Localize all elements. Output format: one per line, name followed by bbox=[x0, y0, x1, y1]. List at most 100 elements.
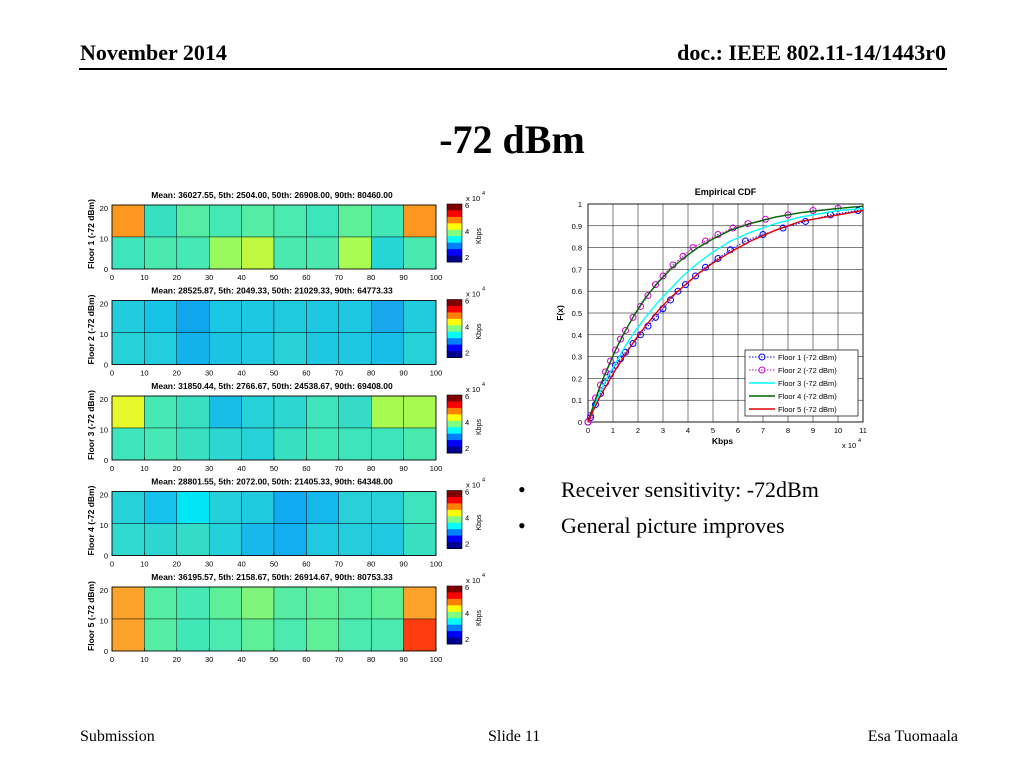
x-tick-label: 60 bbox=[302, 560, 310, 569]
y-tick-label: 20 bbox=[100, 395, 108, 404]
footer-slide-number: Slide 11 bbox=[488, 728, 541, 745]
x-tick-label: 70 bbox=[335, 369, 343, 378]
heatmap-cell bbox=[241, 586, 275, 620]
heatmap-cell bbox=[403, 395, 437, 429]
colorbar-frame bbox=[446, 585, 463, 645]
heatmap-cell bbox=[208, 395, 242, 429]
colorbar-band bbox=[447, 318, 462, 326]
colorbar-band bbox=[447, 204, 462, 211]
heatmap-cell bbox=[241, 395, 275, 429]
colorbar-band bbox=[447, 542, 462, 549]
colorbar-unit: Kbps bbox=[476, 610, 483, 626]
x-tick-label: 40 bbox=[237, 655, 245, 664]
heatmap-cell bbox=[371, 332, 404, 365]
data-point bbox=[702, 263, 709, 271]
heatmap-cell bbox=[338, 491, 372, 524]
y-tick-label: 1 bbox=[578, 200, 582, 209]
colorbar-band bbox=[447, 401, 462, 409]
y-tick-label: 10 bbox=[100, 521, 108, 530]
x-tick-label: 10 bbox=[140, 655, 148, 664]
colorbar-frame bbox=[446, 299, 463, 358]
y-tick-label: 0.3 bbox=[572, 353, 582, 362]
chart-title: Empirical CDF bbox=[695, 187, 757, 197]
colorbar-tick: 4 bbox=[465, 609, 469, 618]
y-tick-label: 10 bbox=[100, 330, 108, 339]
heatmap-cell bbox=[111, 236, 145, 270]
colorbar-tick: 4 bbox=[465, 323, 469, 332]
colorbar-frame bbox=[446, 394, 463, 454]
bullet-dot: • bbox=[518, 477, 526, 502]
x-tick-label: 6 bbox=[736, 426, 740, 435]
x-tick-label: 30 bbox=[205, 369, 213, 378]
colorbar-exponent-power: 4 bbox=[482, 573, 485, 579]
y-tick-label: 0.9 bbox=[572, 222, 582, 231]
heatmap-cell bbox=[144, 332, 177, 365]
x-tick-label: 0 bbox=[110, 273, 114, 282]
heatmap-panel: Mean: 28525.87, 5th: 2049.33, 50th: 2102… bbox=[86, 286, 485, 378]
x-tick-label: 40 bbox=[237, 560, 245, 569]
x-tick-label: 50 bbox=[270, 464, 278, 473]
heatmap-cell bbox=[241, 300, 275, 333]
x-tick-label: 10 bbox=[140, 273, 148, 282]
series-line bbox=[587, 205, 864, 423]
heatmap-cell bbox=[176, 332, 210, 365]
x-tick-label: 60 bbox=[302, 655, 310, 664]
heatmap-cell bbox=[273, 395, 307, 429]
y-tick-label: 0.8 bbox=[572, 244, 582, 253]
x-tick-label: 90 bbox=[399, 655, 407, 664]
heatmap-panel: Mean: 28801.55, 5th: 2072.00, 50th: 2140… bbox=[86, 477, 485, 569]
colorbar-tick: 6 bbox=[465, 392, 469, 401]
x-tick-label: 40 bbox=[237, 464, 245, 473]
heatmap-title: Mean: 36195.57, 5th: 2158.67, 50th: 2691… bbox=[151, 572, 393, 582]
x-tick-label: 60 bbox=[302, 273, 310, 282]
x-tick-label: 80 bbox=[367, 464, 375, 473]
colorbar-band bbox=[447, 516, 462, 524]
heatmap-cell bbox=[241, 427, 275, 461]
x-tick-label: 90 bbox=[399, 273, 407, 282]
y-tick-label: 10 bbox=[100, 426, 108, 435]
heatmap-cell bbox=[338, 332, 372, 365]
x-tick-label: 30 bbox=[205, 560, 213, 569]
heatmap-ylabel: Floor 3 (-72 dBm) bbox=[86, 390, 96, 460]
colorbar-band bbox=[447, 331, 462, 339]
x-tick-label: 90 bbox=[399, 369, 407, 378]
heatmap-cell bbox=[273, 586, 307, 620]
y-tick-label: 0.7 bbox=[572, 265, 582, 274]
heatmap-cell bbox=[403, 618, 437, 652]
x-tick-label: 2 bbox=[636, 426, 640, 435]
heatmap-cell bbox=[338, 427, 372, 461]
data-point bbox=[629, 313, 637, 321]
heatmap-cell bbox=[144, 618, 177, 652]
data-point bbox=[659, 272, 667, 280]
heatmap-cell bbox=[144, 491, 177, 524]
legend-label: Floor 2 (-72 dBm) bbox=[778, 366, 837, 375]
colorbar-band bbox=[447, 605, 462, 613]
x-tick-label: 60 bbox=[302, 464, 310, 473]
colorbar-band bbox=[447, 325, 462, 333]
heatmap-cell bbox=[306, 523, 339, 556]
data-point bbox=[607, 357, 614, 365]
x-tick-label: 0 bbox=[110, 560, 114, 569]
heatmap-cell bbox=[176, 523, 210, 556]
x-exponent-power: 4 bbox=[858, 438, 861, 444]
heatmap-cell bbox=[144, 236, 177, 270]
legend-label: Floor 4 (-72 dBm) bbox=[778, 392, 837, 401]
colorbar-band bbox=[447, 305, 462, 313]
colorbar-band bbox=[447, 446, 462, 454]
legend-marker bbox=[758, 366, 766, 374]
heatmap-cell bbox=[208, 332, 242, 365]
cdf-chart: Empirical CDF 0 1 2 3 4 5 6 7 8 9 10 11 0 0.1 0.2 0.3 0.4… bbox=[555, 187, 867, 450]
bullet-list: • Receiver sensitivity: -72dBm • General… bbox=[518, 477, 819, 549]
heatmap-cell bbox=[338, 395, 372, 429]
x-tick-label: 80 bbox=[367, 369, 375, 378]
colorbar-tick: 4 bbox=[465, 227, 469, 236]
heatmap-cell bbox=[338, 586, 372, 620]
y-tick-label: 0 bbox=[104, 647, 108, 656]
heatmap-cell bbox=[273, 236, 307, 270]
colorbar-exponent: x 10 bbox=[466, 481, 480, 490]
colorbar-band bbox=[447, 509, 462, 517]
heatmap-cell bbox=[241, 618, 275, 652]
x-tick-label: 20 bbox=[173, 464, 181, 473]
x-exponent: x 10 bbox=[842, 441, 856, 450]
legend-label: Floor 3 (-72 dBm) bbox=[778, 379, 837, 388]
